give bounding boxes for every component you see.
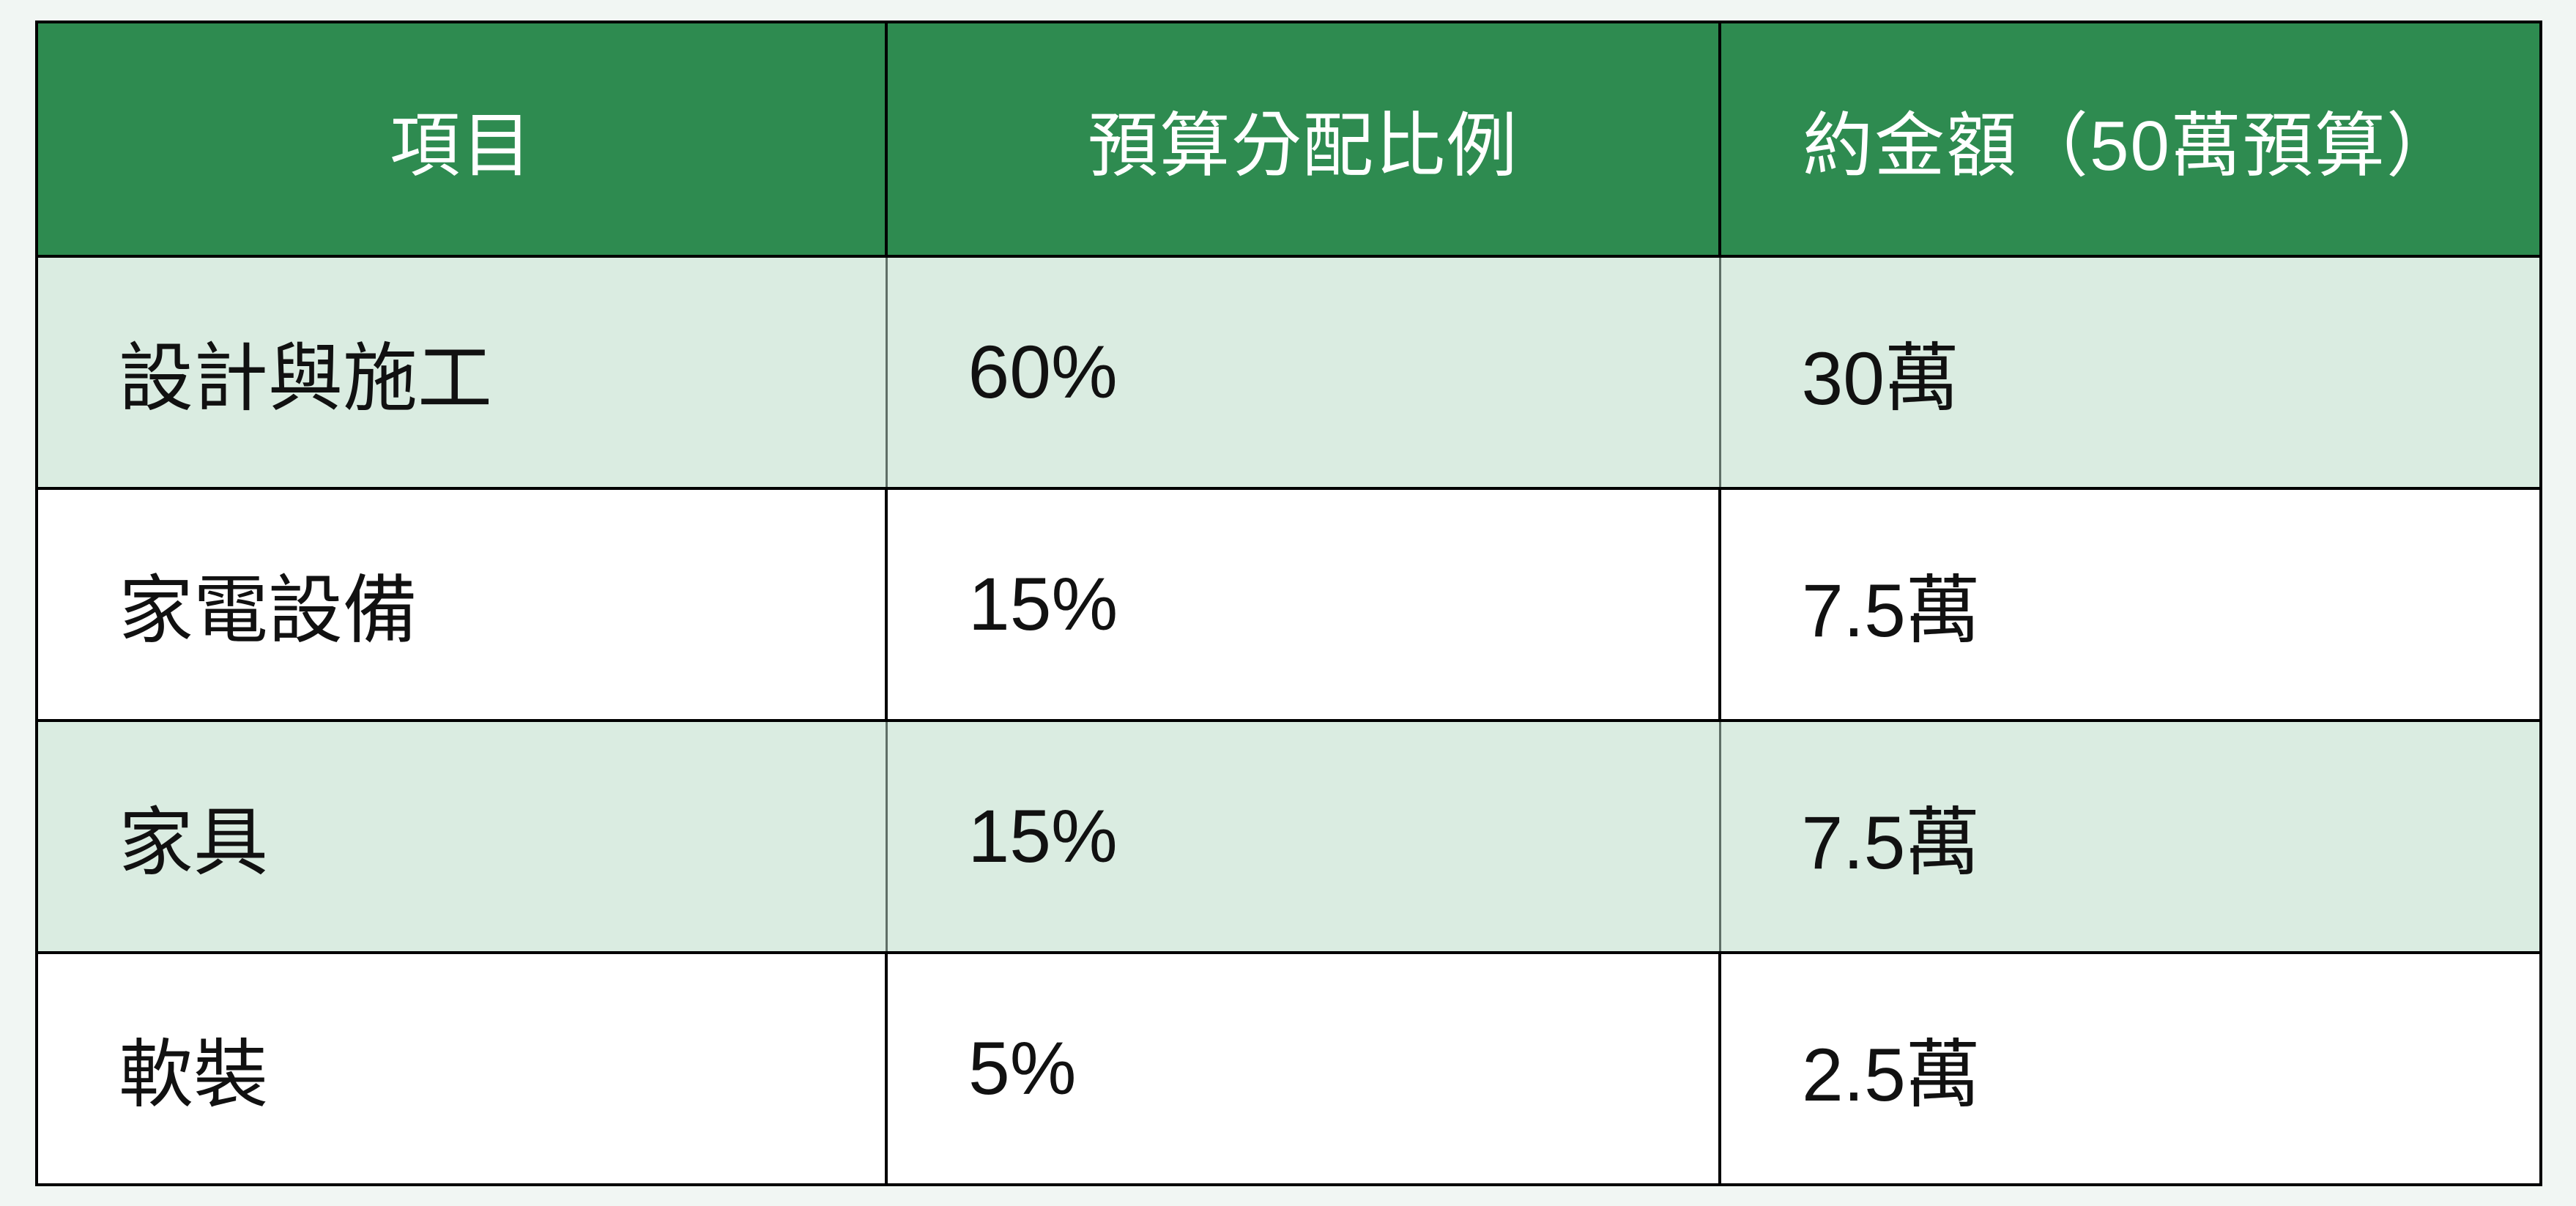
- cell-ratio: 60%: [885, 255, 1721, 490]
- table-row-appliances: 家電設備 15% 7.5萬: [35, 487, 2542, 722]
- cell-amount: 7.5萬: [1718, 719, 2542, 954]
- cell-ratio: 5%: [885, 951, 1721, 1186]
- budget-table: 項目 預算分配比例 約金額（50萬預算） 設計與施工 60% 30萬 家電設備 …: [35, 21, 2542, 1186]
- header-cell-item: 項目: [35, 21, 888, 258]
- cell-amount: 2.5萬: [1718, 951, 2542, 1186]
- table-row-soft-decor: 軟裝 5% 2.5萬: [35, 951, 2542, 1186]
- table-row-furniture: 家具 15% 7.5萬: [35, 719, 2542, 954]
- header-cell-ratio: 預算分配比例: [885, 21, 1721, 258]
- header-row: 項目 預算分配比例 約金額（50萬預算）: [35, 21, 2542, 258]
- table-header: 項目 預算分配比例 約金額（50萬預算）: [35, 21, 2542, 258]
- cell-item: 家具: [35, 719, 888, 954]
- cell-ratio: 15%: [885, 719, 1721, 954]
- cell-ratio: 15%: [885, 487, 1721, 722]
- table-row-design-construction: 設計與施工 60% 30萬: [35, 255, 2542, 490]
- cell-item: 家電設備: [35, 487, 888, 722]
- cell-amount: 7.5萬: [1718, 487, 2542, 722]
- cell-item: 設計與施工: [35, 255, 888, 490]
- header-cell-amount: 約金額（50萬預算）: [1718, 21, 2542, 258]
- cell-amount: 30萬: [1718, 255, 2542, 490]
- cell-item: 軟裝: [35, 951, 888, 1186]
- table-body: 設計與施工 60% 30萬 家電設備 15% 7.5萬 家具 15% 7.5萬 …: [35, 255, 2542, 1186]
